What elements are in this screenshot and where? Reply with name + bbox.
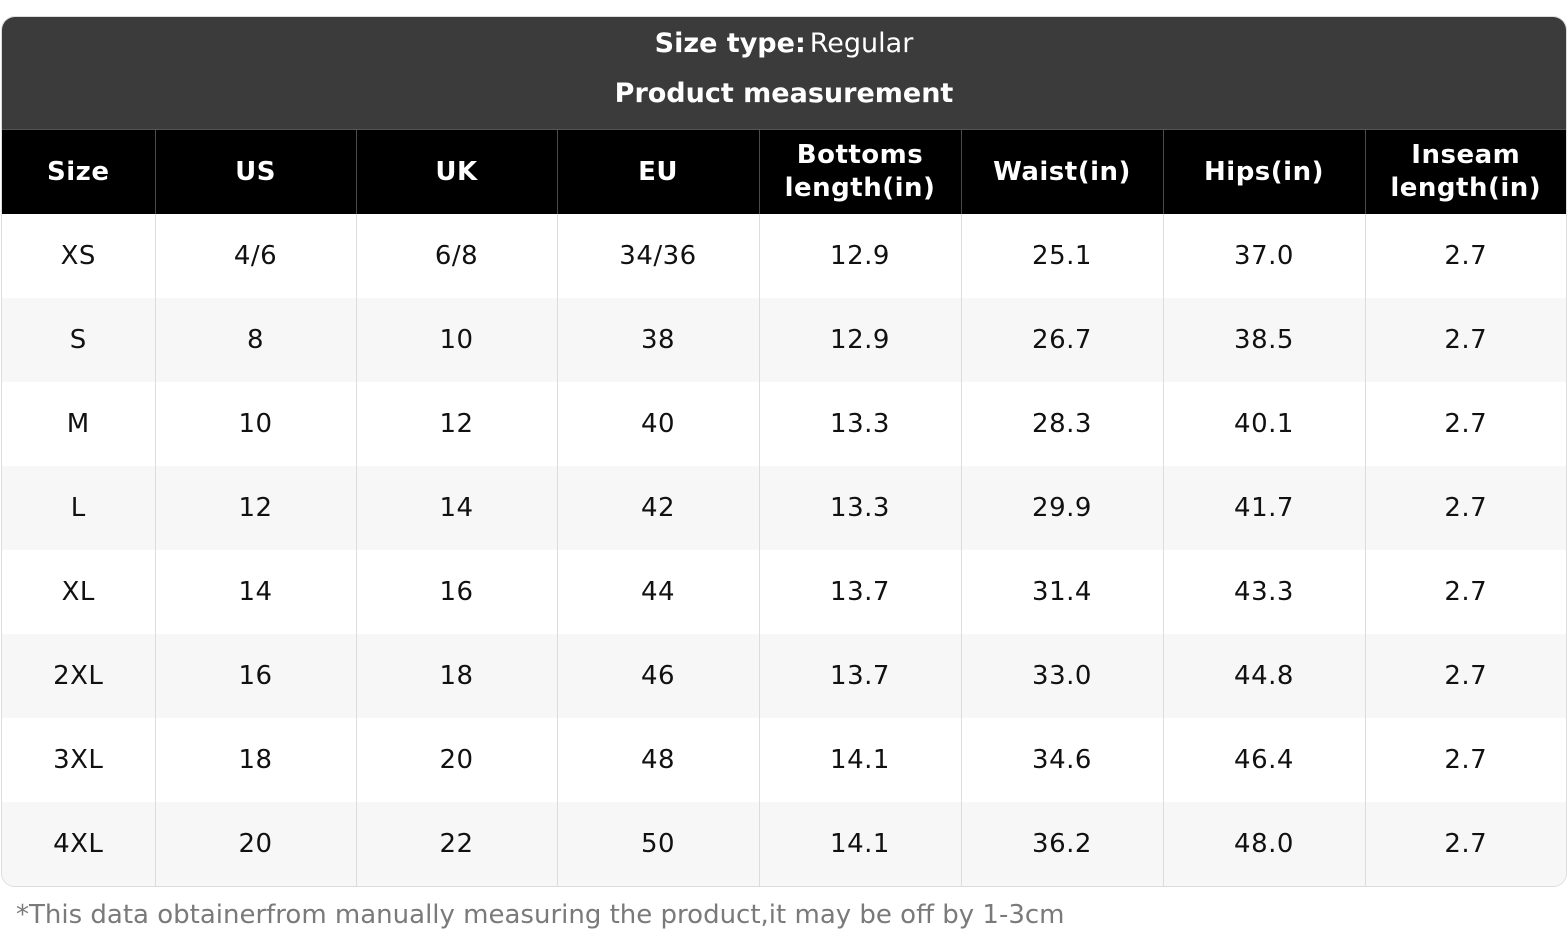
table-header-row: Size US UK EU Bottoms length(in) Waist(in) Hip… [2,130,1566,214]
table-cell: 2.7 [1364,466,1566,550]
table-cell: 44.8 [1162,634,1365,718]
table-cell: 29.9 [960,466,1163,550]
table-cell: 43.3 [1162,550,1365,634]
size-type-line: Size type: Regular [2,17,1566,73]
table-cell: 42 [556,466,759,550]
table-cell: 25.1 [960,214,1163,298]
table-cell: XS [2,214,155,298]
table-cell: 26.7 [960,298,1163,382]
table-cell: 16 [355,550,557,634]
table-cell: 2.7 [1364,718,1566,802]
table-cell: 46.4 [1162,718,1365,802]
table-cell: 34.6 [960,718,1163,802]
table-cell: 12.9 [758,298,961,382]
table-cell: 50 [556,802,759,886]
column-header: Size [2,130,155,214]
table-row: 4XL 20 22 50 14.1 36.2 48.0 2.7 [2,802,1566,886]
table-cell: 13.3 [758,382,961,466]
size-table: Size US UK EU Bottoms length(in) Waist(in) Hip… [2,130,1566,886]
table-cell: 4XL [2,802,155,886]
table-cell: 38 [556,298,759,382]
table-cell: 2.7 [1364,802,1566,886]
table-cell: 22 [355,802,557,886]
table-cell: 14.1 [758,802,961,886]
table-cell: 18 [154,718,356,802]
table-cell: 40.1 [1162,382,1365,466]
table-cell: 8 [154,298,356,382]
table-cell: 4/6 [154,214,356,298]
table-cell: 14 [154,550,356,634]
table-cell: 20 [154,802,356,886]
table-cell: 37.0 [1162,214,1365,298]
column-header: Bottoms length(in) [758,130,961,214]
table-cell: 6/8 [355,214,557,298]
column-header: Waist(in) [960,130,1163,214]
table-cell: XL [2,550,155,634]
size-type-value: Regular [809,28,914,59]
table-cell: 44 [556,550,759,634]
table-cell: 48.0 [1162,802,1365,886]
table-row: 2XL 16 18 46 13.7 33.0 44.8 2.7 [2,634,1566,718]
size-type-label: Size type: [654,28,806,59]
table-cell: 3XL [2,718,155,802]
table-row: XS 4/6 6/8 34/36 12.9 25.1 37.0 2.7 [2,214,1566,298]
table-cell: 2.7 [1364,214,1566,298]
column-header: EU [556,130,759,214]
table-cell: 34/36 [556,214,759,298]
table-cell: 12 [355,382,557,466]
table-cell: 14 [355,466,557,550]
table-cell: 18 [355,634,557,718]
table-cell: 38.5 [1162,298,1365,382]
size-chart: Size type: Regular Product measurement Si… [1,16,1567,887]
table-cell: 41.7 [1162,466,1365,550]
table-cell: 14.1 [758,718,961,802]
table-cell: 31.4 [960,550,1163,634]
table-body: XS 4/6 6/8 34/36 12.9 25.1 37.0 2.7 S 8 10 38 12.9 26… [2,214,1566,886]
table-cell: 36.2 [960,802,1163,886]
table-cell: 40 [556,382,759,466]
table-cell: 13.3 [758,466,961,550]
column-header: Inseam length(in) [1364,130,1566,214]
table-cell: 33.0 [960,634,1163,718]
table-cell: 16 [154,634,356,718]
table-row: 3XL 18 20 48 14.1 34.6 46.4 2.7 [2,718,1566,802]
table-cell: 10 [355,298,557,382]
column-header: US [154,130,356,214]
table-row: S 8 10 38 12.9 26.7 38.5 2.7 [2,298,1566,382]
table-cell: 13.7 [758,550,961,634]
table-cell: L [2,466,155,550]
table-cell: 2.7 [1364,382,1566,466]
table-row: XL 14 16 44 13.7 31.4 43.3 2.7 [2,550,1566,634]
table-cell: 12 [154,466,356,550]
table-cell: 48 [556,718,759,802]
table-cell: 28.3 [960,382,1163,466]
size-chart-banner: Size type: Regular Product measurement [2,17,1566,130]
chart-title: Product measurement [614,78,954,109]
column-header: Hips(in) [1162,130,1365,214]
table-cell: 2XL [2,634,155,718]
table-cell: 2.7 [1364,550,1566,634]
table-row: M 10 12 40 13.3 28.3 40.1 2.7 [2,382,1566,466]
table-cell: 2.7 [1364,298,1566,382]
table-cell: 13.7 [758,634,961,718]
table-cell: M [2,382,155,466]
table-row: L 12 14 42 13.3 29.9 41.7 2.7 [2,466,1566,550]
footnote: *This data obtainerfrom manually measuri… [16,900,1065,930]
table-cell: 10 [154,382,356,466]
table-cell: 46 [556,634,759,718]
column-header: UK [355,130,557,214]
table-cell: S [2,298,155,382]
table-cell: 12.9 [758,214,961,298]
table-cell: 20 [355,718,557,802]
table-cell: 2.7 [1364,634,1566,718]
